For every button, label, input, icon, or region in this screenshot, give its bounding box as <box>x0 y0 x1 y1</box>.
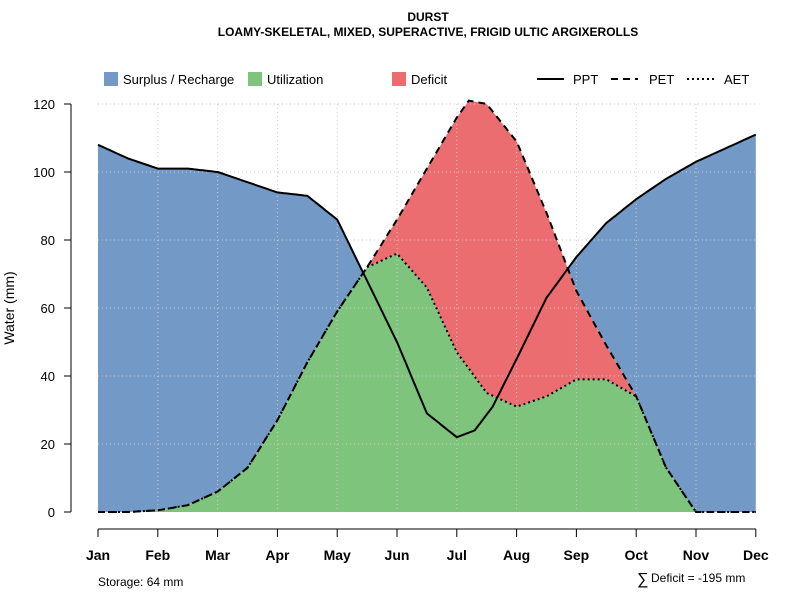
area-surplus <box>98 100 756 512</box>
y-tick-label: 40 <box>41 369 55 384</box>
grid-layer <box>98 103 756 512</box>
y-tick-label: 0 <box>48 505 55 520</box>
line-layer <box>97 99 757 513</box>
legend: Surplus / Recharge Utilization Deficit P… <box>104 72 749 87</box>
y-tick-label: 80 <box>41 233 55 248</box>
x-tick-label-jan: Jan <box>86 547 110 563</box>
chart-title: DURST <box>407 10 449 24</box>
legend-label-surplus: Surplus / Recharge <box>123 72 234 87</box>
x-tick-label-feb: Feb <box>145 547 170 563</box>
legend-label-utilization: Utilization <box>267 72 323 87</box>
y-tick-label: 120 <box>33 97 55 112</box>
x-tick-label-dec: Dec <box>743 547 769 563</box>
deficit-sum-symbol: ∑ <box>637 571 648 588</box>
legend-swatch-deficit <box>392 72 406 86</box>
chart-subtitle: LOAMY-SKELETAL, MIXED, SUPERACTIVE, FRIG… <box>218 25 638 39</box>
x-tick-label-oct: Oct <box>625 547 649 563</box>
storage-note: Storage: 64 mm <box>98 575 183 589</box>
legend-swatch-utilization <box>248 72 262 86</box>
area-layer <box>98 100 756 512</box>
x-tick-label-apr: Apr <box>265 547 290 563</box>
x-tick-label-mar: Mar <box>205 547 230 563</box>
legend-label-deficit: Deficit <box>411 72 448 87</box>
x-tick-label-jun: Jun <box>385 547 410 563</box>
x-tick-label-sep: Sep <box>564 547 590 563</box>
y-tick-label: 60 <box>41 301 55 316</box>
x-tick-label-aug: Aug <box>503 547 530 563</box>
series-line-ppt <box>97 133 757 439</box>
x-tick-label-may: May <box>324 547 351 563</box>
y-tick-label: 20 <box>41 437 55 452</box>
x-tick-label-jul: Jul <box>447 547 467 563</box>
y-axis: 0 20 40 60 80 100 120 <box>33 97 72 520</box>
y-tick-label: 100 <box>33 165 55 180</box>
y-axis-label: Water (mm) <box>1 271 17 344</box>
x-tick-label-nov: Nov <box>683 547 710 563</box>
legend-label-pet: PET <box>649 72 674 87</box>
area-utilization <box>98 253 756 512</box>
series-line-pet <box>98 99 756 513</box>
deficit-note: Deficit = -195 mm <box>651 571 745 585</box>
x-axis: Jan Feb Mar Apr May Jun Jul Aug Sep Oct Nov Dec <box>86 528 769 563</box>
legend-label-aet: AET <box>724 72 749 87</box>
legend-swatch-surplus <box>104 72 118 86</box>
legend-label-ppt: PPT <box>573 72 598 87</box>
area-deficit <box>98 100 756 512</box>
